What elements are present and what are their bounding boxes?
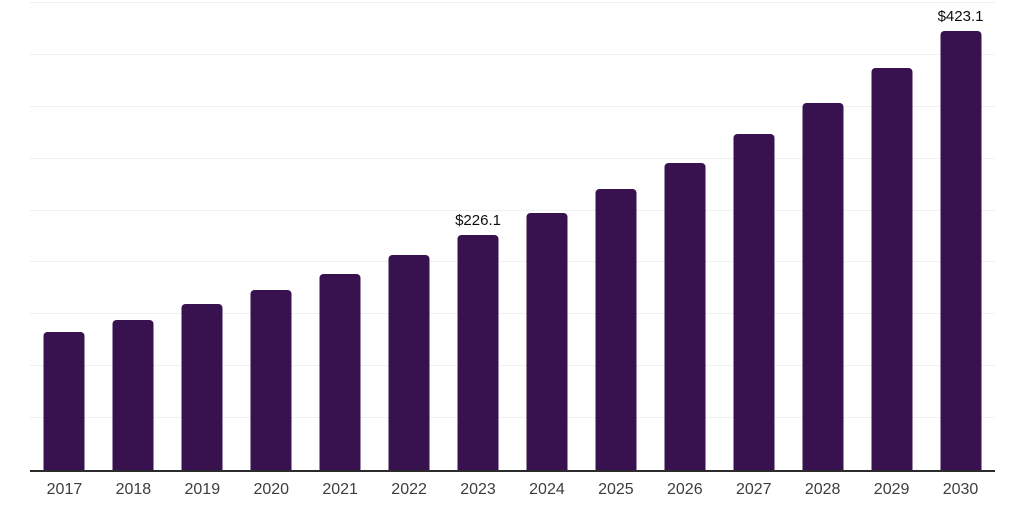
gridline — [30, 209, 995, 211]
bar-2023 — [457, 235, 499, 470]
gridline — [30, 417, 995, 419]
plot-area: $226.1 $423.1 — [30, 0, 995, 472]
bar-2018 — [112, 319, 154, 470]
bar-band-2029 — [857, 0, 926, 470]
x-tick-2020: 2020 — [253, 481, 290, 498]
bar-2019 — [181, 303, 223, 470]
x-tick-2027: 2027 — [735, 481, 772, 498]
x-tick-2026: 2026 — [667, 481, 703, 498]
bar-band-2023: $226.1 — [444, 0, 513, 470]
gridline — [30, 365, 995, 367]
gridline — [30, 261, 995, 263]
x-axis-line — [30, 470, 995, 472]
bar-band-2022 — [375, 0, 444, 470]
bar-2028 — [802, 102, 844, 470]
x-tick-2018: 2018 — [115, 481, 152, 498]
x-tick-2023: 2023 — [460, 481, 496, 498]
x-tick-2029: 2029 — [873, 481, 910, 498]
x-tick-2025: 2025 — [598, 481, 634, 498]
bar-value-label-2023: $226.1 — [455, 212, 501, 230]
x-tick-2022: 2022 — [391, 481, 427, 498]
x-tick-2030: 2030 — [942, 481, 979, 498]
x-tick-2028: 2028 — [804, 481, 841, 498]
bar-band-2021 — [306, 0, 375, 470]
gridline — [30, 2, 995, 3]
gridline — [30, 157, 995, 159]
bar-2030 — [940, 30, 982, 470]
x-axis-labels: 2017 2018 2019 2020 2021 2022 2023 2024 2025 2026… — [30, 480, 995, 502]
bar-band-2019 — [168, 0, 237, 470]
bar-2025 — [595, 189, 637, 470]
gridline — [30, 53, 995, 55]
bar-value-label-2030: $423.1 — [937, 7, 984, 25]
bar-2022 — [388, 254, 430, 470]
bar-2027 — [733, 134, 775, 470]
bar-2021 — [319, 273, 361, 470]
bar-2029 — [871, 68, 913, 470]
bar-band-2024 — [513, 0, 582, 470]
gridline — [30, 105, 995, 107]
x-tick-2019: 2019 — [184, 481, 221, 498]
bar-band-2025 — [581, 0, 650, 470]
bar-band-2030: $423.1 — [926, 0, 995, 470]
x-tick-2017: 2017 — [46, 481, 83, 498]
bar-band-2028 — [788, 0, 857, 470]
bar-band-2026 — [650, 0, 719, 470]
bar-2024 — [526, 213, 568, 470]
bar-2026 — [664, 163, 706, 470]
bar-band-2017 — [30, 0, 99, 470]
bar-2020 — [250, 289, 292, 470]
bar-band-2020 — [237, 0, 306, 470]
x-tick-2021: 2021 — [322, 481, 358, 498]
bar-band-2018 — [99, 0, 168, 470]
bar-2017 — [43, 331, 85, 470]
bar-band-2027 — [719, 0, 788, 470]
x-tick-2024: 2024 — [529, 481, 565, 498]
gridline — [30, 313, 995, 315]
